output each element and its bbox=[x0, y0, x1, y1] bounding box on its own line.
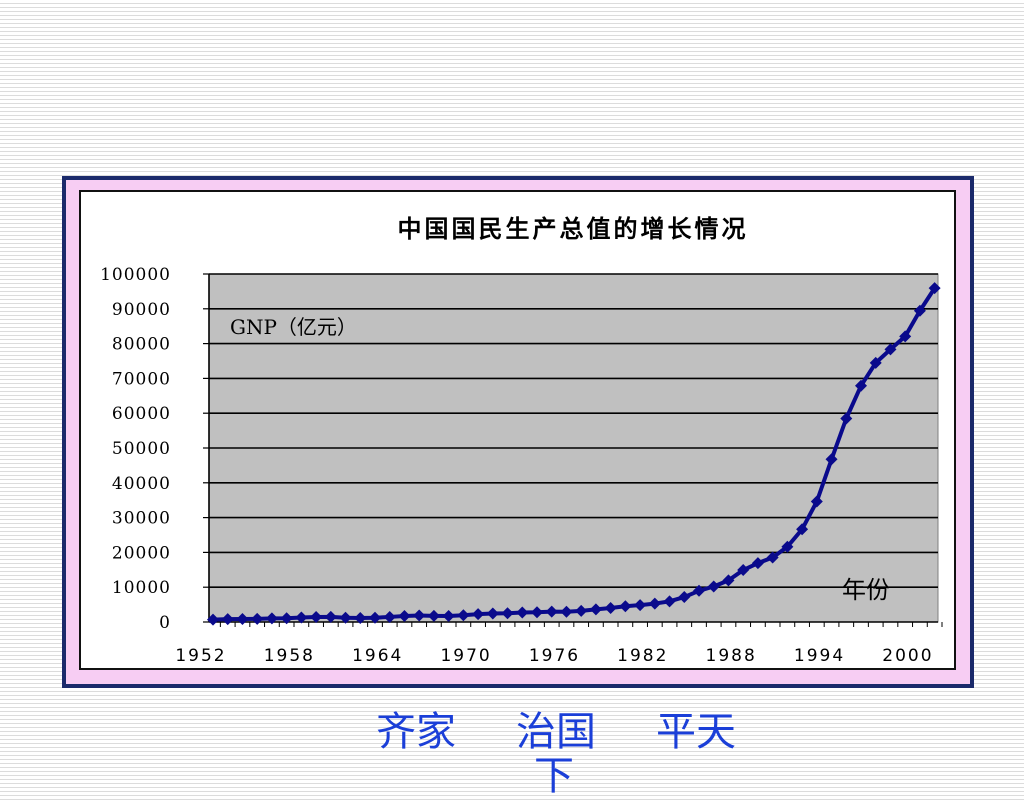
data-point bbox=[413, 609, 426, 622]
data-point bbox=[855, 379, 867, 392]
data-point bbox=[354, 612, 367, 625]
data-point bbox=[501, 607, 514, 620]
data-point bbox=[560, 605, 573, 618]
data-point bbox=[634, 599, 647, 612]
data-point bbox=[663, 595, 676, 608]
y-tick-label: 60000 bbox=[112, 404, 171, 424]
data-point bbox=[207, 613, 219, 626]
data-point bbox=[398, 610, 411, 623]
data-point bbox=[751, 557, 764, 570]
data-point bbox=[575, 604, 588, 617]
x-tick-label: 1982 bbox=[617, 646, 668, 666]
data-point bbox=[899, 330, 912, 343]
footer-phrase: 齐家 治国 平天 下 bbox=[376, 708, 756, 799]
data-point bbox=[722, 574, 735, 587]
y-tick-label: 100000 bbox=[100, 265, 171, 285]
y-tick-label: 90000 bbox=[112, 300, 171, 320]
y-tick-label: 20000 bbox=[112, 543, 171, 563]
x-tick-label: 1958 bbox=[264, 646, 315, 666]
x-tick-label: 2000 bbox=[882, 646, 933, 666]
data-point bbox=[766, 551, 779, 564]
data-point bbox=[737, 564, 750, 577]
footer-word-2: 治国 bbox=[516, 709, 596, 755]
data-point bbox=[648, 597, 661, 610]
data-point bbox=[619, 600, 632, 613]
y-tick-label: 0 bbox=[159, 613, 171, 633]
x-axis: 1952 1958 1964 1970 1976 1982 1988 1994 2000 bbox=[175, 621, 943, 666]
data-point bbox=[604, 601, 617, 614]
data-point bbox=[545, 605, 558, 618]
data-point bbox=[928, 282, 941, 295]
data-point bbox=[825, 453, 838, 466]
data-point bbox=[295, 611, 308, 624]
y-tick-label: 40000 bbox=[112, 474, 171, 494]
x-tick-label: 1994 bbox=[794, 646, 845, 666]
gnp-line-chart: 中国国民生产总值的增长情况 10000090000800007000060000… bbox=[100, 215, 943, 666]
x-axis-label: 年份 bbox=[842, 576, 890, 604]
footer-word-4: 下 bbox=[534, 753, 574, 799]
data-point bbox=[796, 523, 809, 536]
data-point bbox=[472, 608, 485, 621]
data-point bbox=[869, 356, 882, 369]
x-tick-label: 1964 bbox=[352, 646, 403, 666]
data-point bbox=[781, 540, 794, 553]
data-point bbox=[589, 603, 602, 616]
chart-title: 中国国民生产总值的增长情况 bbox=[398, 215, 749, 243]
footer-word-1: 齐家 bbox=[376, 709, 456, 755]
plot-area bbox=[208, 273, 939, 623]
data-point bbox=[516, 606, 529, 619]
y-axis: 1000009000080000700006000050000400003000… bbox=[100, 265, 210, 633]
y-tick-label: 30000 bbox=[112, 509, 171, 529]
data-point bbox=[457, 609, 470, 622]
data-point bbox=[913, 304, 926, 317]
data-point bbox=[693, 584, 705, 597]
data-point bbox=[707, 580, 720, 593]
data-point bbox=[442, 610, 455, 623]
y-tick-label: 50000 bbox=[112, 439, 171, 459]
y-tick-label: 70000 bbox=[112, 369, 171, 389]
data-point bbox=[221, 613, 234, 626]
y-tick-label: 80000 bbox=[112, 335, 171, 355]
x-tick-label: 1970 bbox=[440, 646, 491, 666]
data-point bbox=[884, 343, 897, 356]
data-point bbox=[265, 612, 278, 625]
series-gnp bbox=[207, 282, 941, 626]
data-point bbox=[280, 612, 293, 625]
data-point bbox=[383, 610, 396, 623]
data-point bbox=[678, 591, 691, 604]
x-tick-label: 1952 bbox=[175, 646, 226, 666]
data-point bbox=[339, 611, 352, 624]
series-label: GNP（亿元） bbox=[230, 315, 357, 339]
y-tick-label: 10000 bbox=[112, 578, 171, 598]
data-point bbox=[310, 610, 323, 623]
data-point bbox=[531, 606, 543, 619]
data-point bbox=[324, 610, 337, 623]
data-point bbox=[251, 612, 264, 625]
data-point bbox=[236, 613, 249, 626]
footer-word-3: 平天 bbox=[656, 709, 736, 755]
data-point bbox=[369, 611, 381, 624]
data-point bbox=[486, 607, 499, 620]
data-point bbox=[840, 412, 853, 425]
slide: 中国国民生产总值的增长情况 100000 90000 80000 70000 60000… bbox=[62, 176, 974, 799]
data-point bbox=[810, 495, 823, 508]
data-point bbox=[427, 609, 440, 622]
x-tick-label: 1976 bbox=[529, 646, 580, 666]
x-tick-label: 1988 bbox=[706, 646, 757, 666]
